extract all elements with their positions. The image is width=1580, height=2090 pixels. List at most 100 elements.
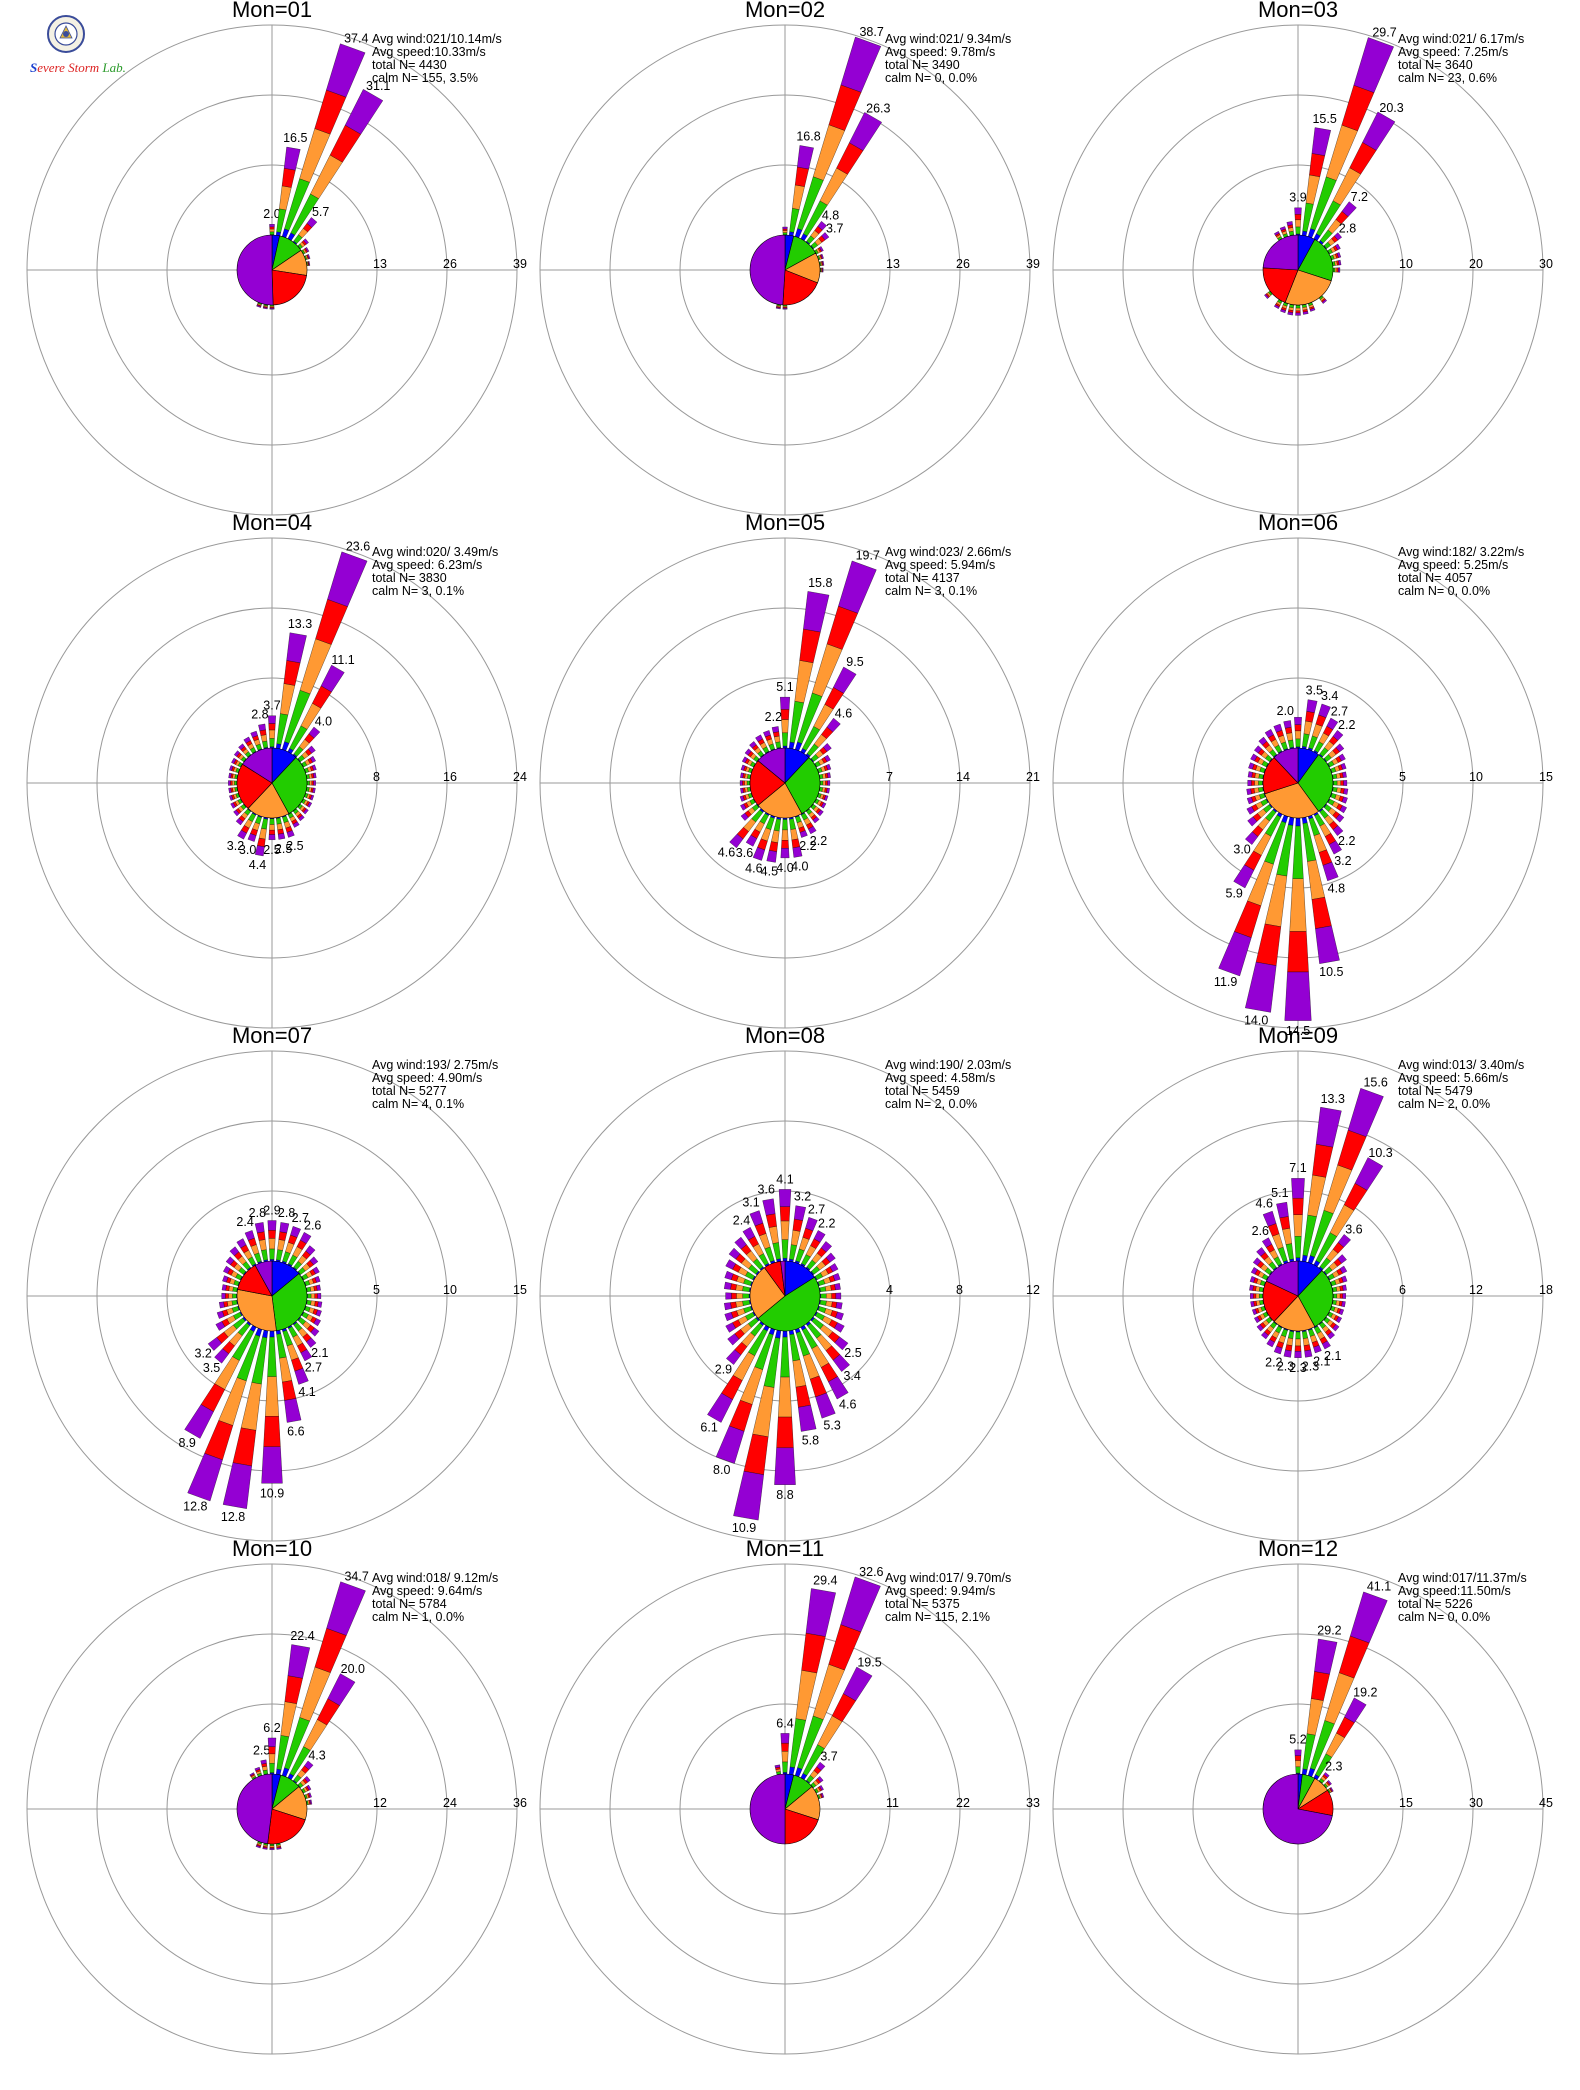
stats-line: calm N= 0, 0.0% (1398, 1610, 1490, 1624)
petal-segment (813, 1230, 826, 1243)
petal-segment (269, 1844, 275, 1846)
stats-line: total N= 4430 (372, 58, 447, 72)
petal-segment (1284, 971, 1312, 1021)
petal-segment (742, 1293, 750, 1299)
petal-segment (327, 551, 368, 607)
petal-segment (1295, 1257, 1301, 1262)
ring-label: 12 (373, 1796, 387, 1810)
petal-segment (294, 1368, 309, 1385)
petal-segment (1328, 840, 1342, 855)
petal-value-label: 3.2 (1334, 854, 1351, 868)
petal-segment (1234, 900, 1262, 938)
petal-value-label: 8.0 (713, 1463, 730, 1477)
wind-rose-panel: 4 8 12 2.4 3.13.64.13.22.72.2 2.5 3.4 4.6 5.3 5.8… (539, 1023, 1040, 1542)
petal-segment (780, 1336, 790, 1378)
petal-value-label: 2.8 (251, 708, 268, 722)
panel-title: Mon=10 (232, 1536, 312, 1561)
petal-segment (1266, 1339, 1275, 1348)
petal-value-label: 16.8 (796, 130, 820, 144)
ring-label: 39 (513, 257, 527, 271)
petal-segment (729, 833, 744, 849)
petal-segment (1279, 1216, 1291, 1230)
petal-segment (1312, 723, 1323, 738)
petal-value-label: 12.8 (221, 1510, 245, 1524)
petal-segment (314, 1275, 321, 1283)
petal-segment (1287, 311, 1294, 316)
petal-segment (1339, 805, 1347, 814)
petal-segment (315, 1309, 322, 1317)
petal-segment (222, 1275, 229, 1283)
petal-segment (820, 1293, 827, 1299)
petal-segment (831, 1293, 837, 1299)
petal-segment (762, 1198, 776, 1216)
speed-pie-slice (254, 1260, 273, 1297)
petal-segment (776, 1416, 794, 1448)
petal-segment (835, 1292, 842, 1300)
logo-text-part2: evere Storm (37, 60, 100, 75)
petal-segment (1342, 771, 1347, 778)
petal-segment (1295, 1338, 1301, 1347)
panel-title: Mon=11 (746, 1536, 824, 1561)
petal-segment (1309, 153, 1326, 177)
petal-segment (781, 840, 789, 849)
stats-line: calm N= 1, 0.0% (372, 1610, 464, 1624)
petal-value-label: 2.2 (799, 839, 816, 853)
petal-segment (834, 1283, 841, 1291)
wind-rose-panel: 5 10 152.42.82.92.82.72.62.12.74.16.610.91… (26, 1023, 527, 1542)
petal-segment (798, 1405, 817, 1432)
petal-value-label: 2.9 (715, 1362, 732, 1376)
stats-line: Avg wind:013/ 3.40m/s (1398, 1058, 1524, 1072)
petal-segment (1274, 231, 1280, 236)
petal-value-label: 37.4 (344, 31, 368, 45)
panel-title: Mon=09 (1258, 1023, 1338, 1048)
petal-segment (1255, 1293, 1260, 1299)
petal-value-label: 3.5 (203, 1361, 220, 1375)
petal-value-label: 22.4 (290, 1629, 314, 1643)
petal-segment (1322, 861, 1339, 882)
speed-pie-slice (271, 757, 308, 815)
speed-pie-slice (1262, 1280, 1299, 1322)
petal-segment (822, 260, 825, 266)
petal-segment (749, 1210, 764, 1227)
petal-segment (269, 224, 275, 228)
speed-pie-slice (236, 234, 274, 306)
petal-segment (1340, 762, 1347, 770)
petal-segment (238, 743, 245, 750)
petal-segment (279, 185, 292, 211)
petal-segment (788, 741, 795, 750)
petal-segment (742, 1300, 751, 1306)
petal-segment (1313, 833, 1327, 853)
petal-segment (276, 817, 282, 825)
petal-segment (780, 848, 790, 859)
petal-segment (799, 1236, 810, 1251)
petal-value-label: 2.3 (1289, 1361, 1306, 1375)
petal-segment (1338, 267, 1341, 273)
petal-segment (735, 1284, 744, 1292)
petal-segment (1274, 304, 1280, 309)
petal-segment (282, 1251, 291, 1263)
ring-label: 24 (513, 770, 527, 784)
ring-label: 5 (373, 1283, 380, 1297)
petal-segment (1318, 703, 1331, 718)
petal-segment (287, 1644, 311, 1679)
petal-value-label: 2.7 (1331, 704, 1348, 718)
petal-segment (1286, 221, 1293, 226)
petal-segment (740, 772, 744, 779)
petal-value-label: 2.7 (292, 1211, 309, 1225)
petal-segment (1338, 1308, 1344, 1316)
petal-segment (771, 726, 780, 733)
speed-pie-slice (236, 1773, 273, 1845)
ring-label: 45 (1539, 1796, 1553, 1810)
petal-value-label: 2.8 (249, 1206, 266, 1220)
petal-value-label: 2.0 (1277, 704, 1294, 718)
petal-segment (307, 780, 310, 786)
stats-line: total N= 5479 (1398, 1084, 1473, 1098)
panel-title: Mon=05 (745, 510, 825, 535)
speed-pie-slice (1262, 757, 1299, 795)
petal-segment (187, 1453, 223, 1502)
petal-segment (250, 730, 258, 738)
petal-segment (1333, 267, 1336, 273)
petal-segment (1294, 207, 1302, 215)
petal-value-label: 3.6 (1345, 1222, 1362, 1236)
petal-value-label: 3.5 (1306, 683, 1323, 697)
